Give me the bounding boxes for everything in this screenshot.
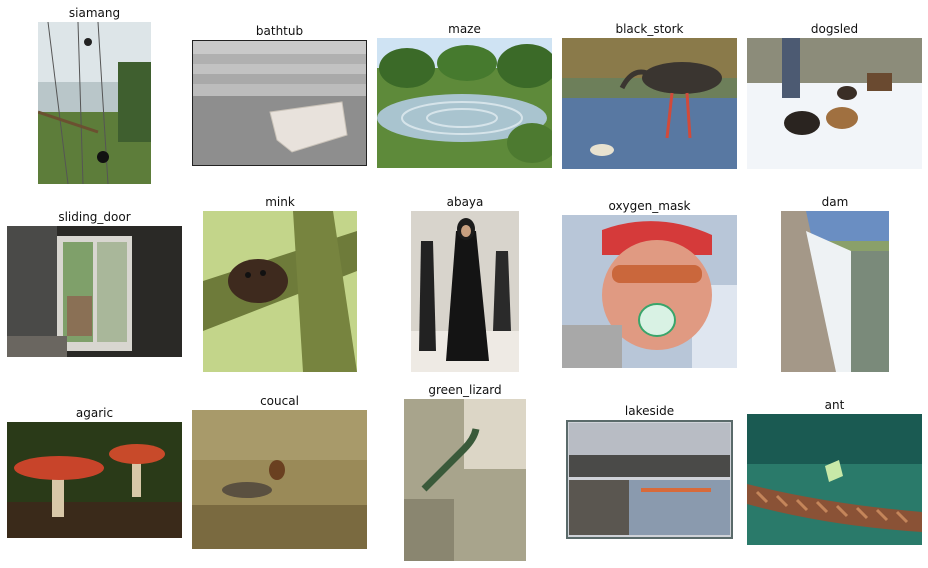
- image-label-bathtub: bathtub: [255, 24, 304, 38]
- image-label-maze: maze: [448, 22, 481, 36]
- image-label-oxygen-mask: oxygen_mask: [608, 199, 691, 213]
- image-black-stork: [562, 38, 737, 169]
- image-label-mink: mink: [265, 195, 295, 209]
- image-label-sliding-door: sliding_door: [58, 210, 131, 224]
- image-label-abaya: abaya: [446, 195, 484, 209]
- image-label-siamang: siamang: [68, 6, 121, 20]
- image-siamang: [38, 22, 151, 184]
- image-label-lakeside: lakeside: [624, 404, 675, 418]
- image-bathtub: [192, 40, 367, 166]
- image-ant: [747, 414, 922, 545]
- image-maze: [377, 38, 552, 168]
- image-label-dogsled: dogsled: [810, 22, 859, 36]
- image-label-coucal: coucal: [260, 394, 299, 408]
- image-green-lizard: [404, 399, 526, 561]
- image-dogsled: [747, 38, 922, 169]
- image-agaric: [7, 422, 182, 538]
- image-label-agaric: agaric: [75, 406, 114, 420]
- image-mink: [203, 211, 357, 372]
- image-label-dam: dam: [821, 195, 849, 209]
- image-sliding-door: [7, 226, 182, 357]
- image-oxygen-mask: [562, 215, 737, 368]
- image-label-ant: ant: [824, 398, 845, 412]
- image-coucal: [192, 410, 367, 549]
- image-label-green-lizard: green_lizard: [428, 383, 502, 397]
- image-lakeside: [566, 420, 733, 539]
- image-label-black-stork: black_stork: [615, 22, 684, 36]
- image-dam: [781, 211, 889, 372]
- image-abaya: [411, 211, 519, 372]
